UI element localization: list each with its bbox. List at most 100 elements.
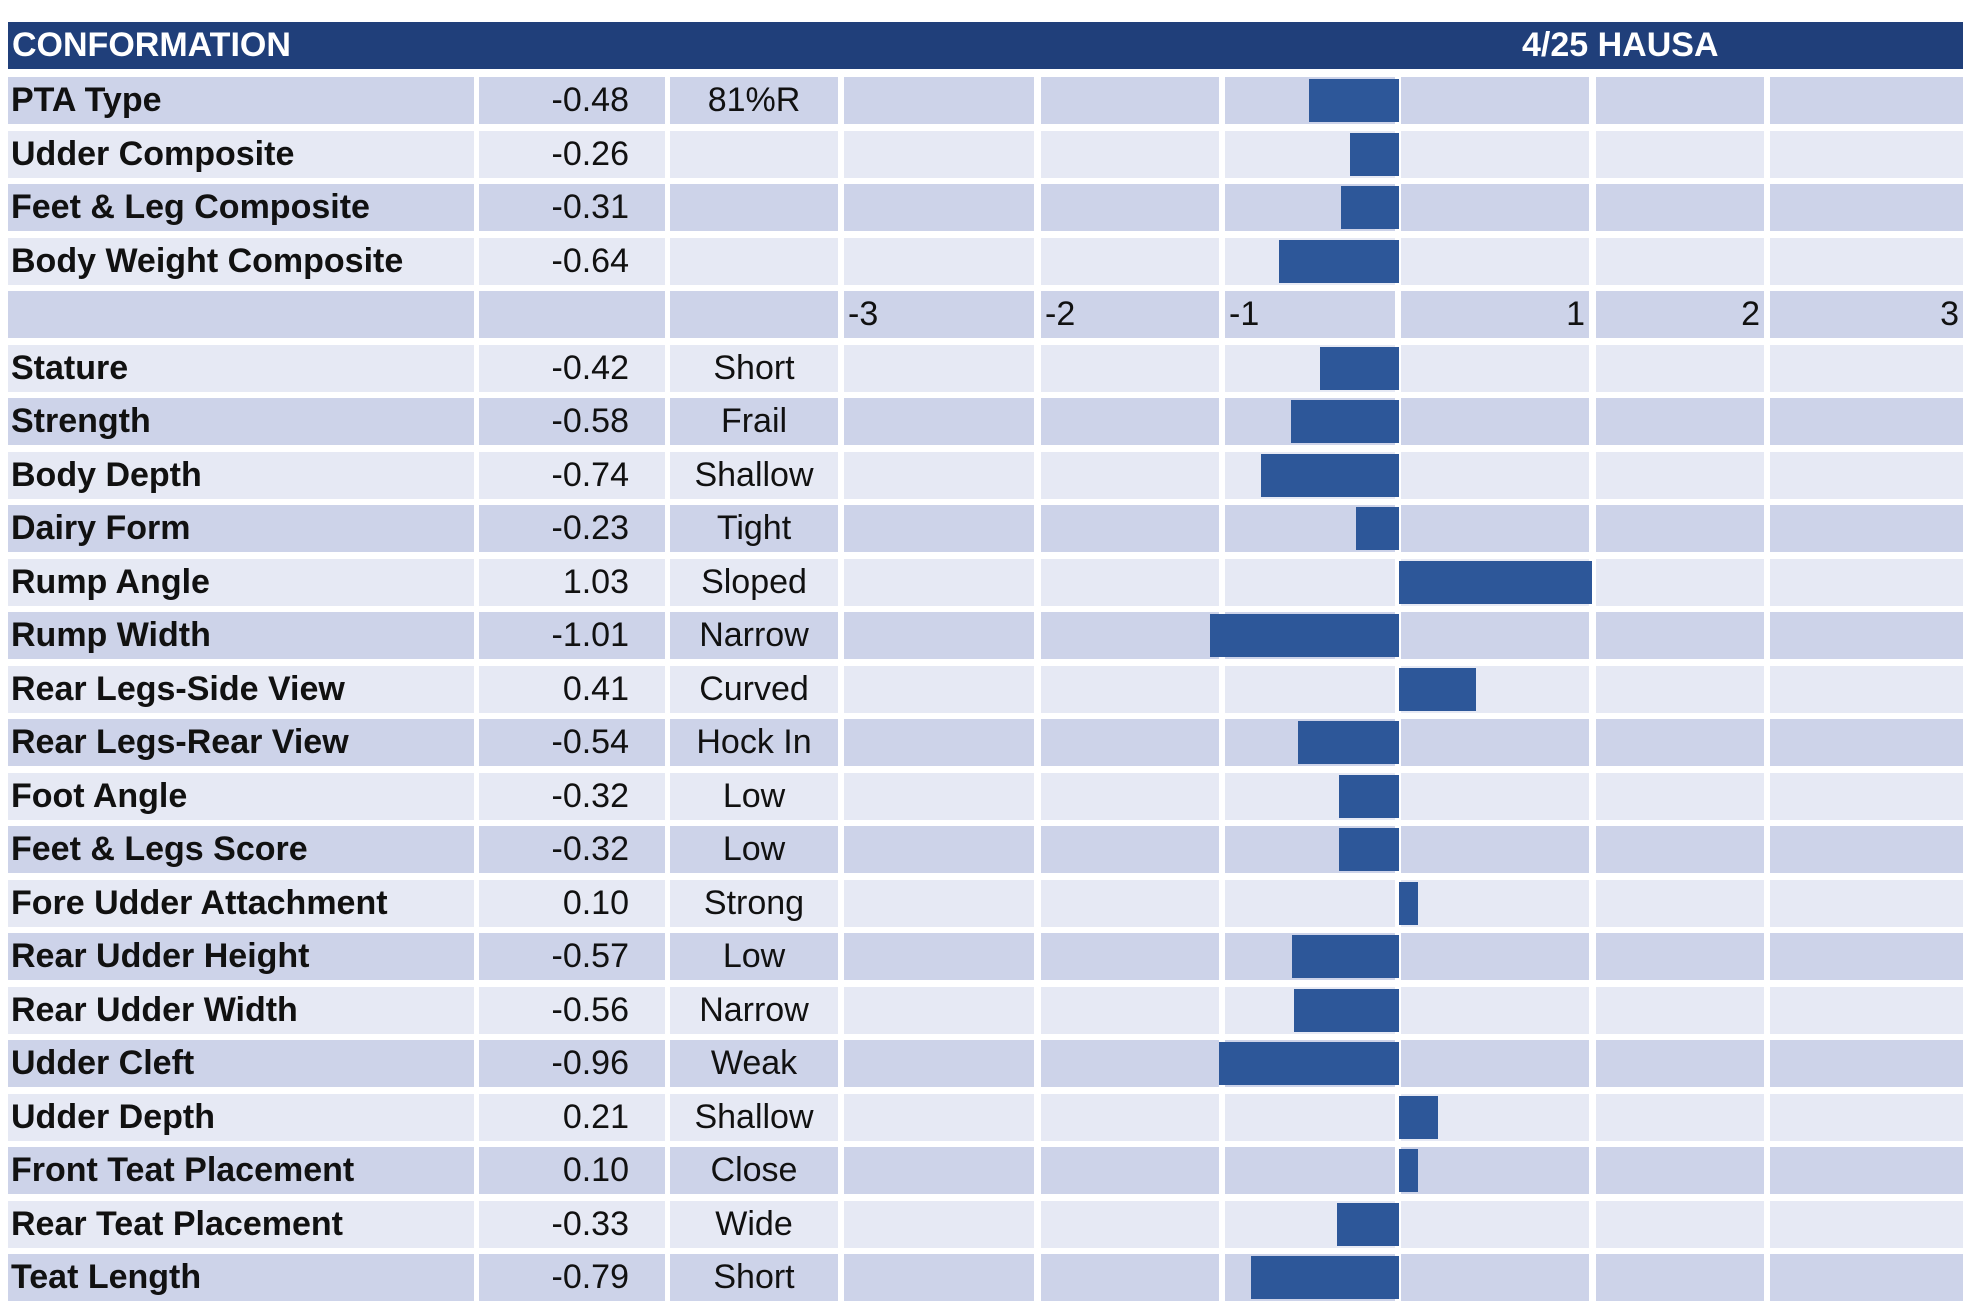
chart-cell (1770, 505, 1963, 552)
chart-cell (1770, 1200, 1963, 1248)
chart-cell (1401, 879, 1589, 927)
bar-rear-legs-rear-view (1298, 721, 1399, 764)
chart-cell (1401, 1040, 1589, 1087)
bar-udder-depth (1399, 1095, 1439, 1139)
chart-cell (1596, 719, 1764, 766)
chart-cell (1041, 719, 1219, 766)
chart-cell (1770, 1040, 1963, 1087)
chart-cell (844, 237, 1034, 285)
trait-desc: Low (670, 772, 838, 820)
chart-cell (1041, 505, 1219, 552)
chart-cell (1770, 344, 1963, 392)
chart-cell (1596, 130, 1764, 178)
trait-label: Fore Udder Attachment (8, 879, 474, 927)
chart-cell (1401, 77, 1589, 124)
header-title: CONFORMATION (12, 26, 291, 64)
chart-cell (1401, 612, 1589, 659)
bar-feet-legs-score (1339, 828, 1399, 871)
chart-cell (1041, 77, 1219, 124)
chart-cell (844, 1093, 1034, 1141)
trait-value: -0.33 (479, 1200, 665, 1248)
trait-label: Body Weight Composite (8, 237, 474, 285)
chart-cell (1770, 1093, 1963, 1141)
chart-cell (1041, 1040, 1219, 1087)
chart-cell (1770, 398, 1963, 445)
chart-cell (1041, 130, 1219, 178)
chart-cell (1596, 77, 1764, 124)
chart-cell (1596, 826, 1764, 873)
bar-udder-cleft (1219, 1042, 1399, 1085)
trait-desc: Sloped (670, 558, 838, 606)
chart-cell (844, 826, 1034, 873)
chart-cell (1041, 184, 1219, 231)
chart-cell (844, 1254, 1034, 1301)
trait-value: -0.56 (479, 986, 665, 1034)
chart-cell (844, 344, 1034, 392)
chart-cell (1041, 772, 1219, 820)
trait-desc: Narrow (670, 986, 838, 1034)
trait-desc: Short (670, 344, 838, 392)
chart-cell (1225, 1093, 1395, 1141)
chart-cell (1401, 398, 1589, 445)
chart-cell (844, 1200, 1034, 1248)
trait-value: 0.10 (479, 879, 665, 927)
trait-desc: Wide (670, 1200, 838, 1248)
trait-label: Stature (8, 344, 474, 392)
trait-desc: Frail (670, 398, 838, 445)
trait-label: Foot Angle (8, 772, 474, 820)
chart-cell (844, 130, 1034, 178)
chart-cell (1401, 772, 1589, 820)
trait-value: -1.01 (479, 612, 665, 659)
chart-cell (1596, 505, 1764, 552)
chart-cell (1770, 879, 1963, 927)
trait-label: Rump Angle (8, 558, 474, 606)
chart-cell (1596, 986, 1764, 1034)
chart-cell (1401, 1147, 1589, 1194)
trait-label: Rear Udder Width (8, 986, 474, 1034)
chart-cell (844, 184, 1034, 231)
trait-value: -0.57 (479, 933, 665, 980)
chart-cell (1401, 1254, 1589, 1301)
axis-tick-label: 1 (1401, 291, 1589, 338)
trait-value: -0.23 (479, 505, 665, 552)
chart-cell (844, 719, 1034, 766)
bar-dairy-form (1355, 507, 1399, 550)
chart-cell (1596, 1200, 1764, 1248)
chart-cell (1225, 665, 1395, 713)
trait-desc: Low (670, 933, 838, 980)
trait-desc: Narrow (670, 612, 838, 659)
bar-stature (1320, 346, 1399, 390)
chart-cell (1770, 933, 1963, 980)
chart-cell (1041, 451, 1219, 499)
chart-cell (1770, 130, 1963, 178)
chart-cell (1401, 130, 1589, 178)
chart-cell (1770, 986, 1963, 1034)
chart-cell (844, 612, 1034, 659)
bar-front-teat-placement (1399, 1149, 1418, 1192)
chart-cell (1770, 826, 1963, 873)
trait-desc (670, 130, 838, 178)
chart-cell (844, 77, 1034, 124)
trait-value: -0.79 (479, 1254, 665, 1301)
trait-label: Rear Udder Height (8, 933, 474, 980)
axis-blank (670, 291, 838, 338)
bar-teat-length (1251, 1256, 1399, 1299)
chart-cell (1596, 1254, 1764, 1301)
chart-cell (1401, 451, 1589, 499)
axis-blank (479, 291, 665, 338)
chart-cell (1401, 237, 1589, 285)
chart-cell (1401, 826, 1589, 873)
trait-desc: Short (670, 1254, 838, 1301)
chart-cell (844, 558, 1034, 606)
bar-pta-type (1309, 79, 1399, 122)
trait-value: 0.21 (479, 1093, 665, 1141)
chart-cell (1770, 184, 1963, 231)
trait-value: -0.74 (479, 451, 665, 499)
chart-cell (1596, 558, 1764, 606)
trait-label: PTA Type (8, 77, 474, 124)
bar-foot-angle (1339, 774, 1399, 818)
trait-value: -0.54 (479, 719, 665, 766)
trait-label: Front Teat Placement (8, 1147, 474, 1194)
trait-desc: Close (670, 1147, 838, 1194)
chart-cell (1770, 451, 1963, 499)
